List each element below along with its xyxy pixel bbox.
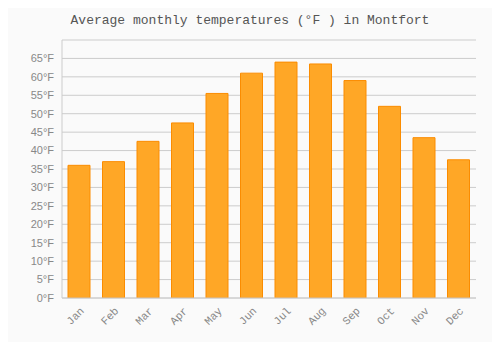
- svg-text:Sep: Sep: [340, 305, 362, 327]
- svg-text:Jul: Jul: [271, 305, 293, 327]
- svg-text:55°F: 55°F: [31, 89, 55, 101]
- svg-text:5°F: 5°F: [37, 273, 55, 285]
- svg-text:Oct: Oct: [375, 305, 397, 327]
- svg-text:Dec: Dec: [444, 305, 466, 327]
- svg-text:35°F: 35°F: [31, 163, 55, 175]
- svg-text:Mar: Mar: [133, 305, 155, 327]
- svg-text:10°F: 10°F: [31, 255, 55, 267]
- svg-text:Apr: Apr: [168, 305, 190, 327]
- svg-text:25°F: 25°F: [31, 200, 55, 212]
- svg-text:60°F: 60°F: [31, 71, 55, 83]
- svg-text:Nov: Nov: [409, 305, 432, 328]
- svg-text:May: May: [202, 305, 225, 328]
- svg-text:65°F: 65°F: [31, 52, 55, 64]
- svg-text:20°F: 20°F: [31, 218, 55, 230]
- svg-text:45°F: 45°F: [31, 126, 55, 138]
- svg-text:Feb: Feb: [99, 305, 121, 327]
- svg-text:Aug: Aug: [306, 305, 328, 327]
- svg-text:Jun: Jun: [237, 305, 259, 327]
- svg-text:40°F: 40°F: [31, 144, 55, 156]
- html-text:Average monthly temperatures (: Average monthly temperatures (°F ) in Mo…: [70, 13, 430, 28]
- svg-text:Jan: Jan: [64, 305, 86, 327]
- svg-text:30°F: 30°F: [31, 181, 55, 193]
- svg-text:15°F: 15°F: [31, 237, 55, 249]
- svg-text:0°F: 0°F: [37, 292, 55, 304]
- svg-text:50°F: 50°F: [31, 108, 55, 120]
